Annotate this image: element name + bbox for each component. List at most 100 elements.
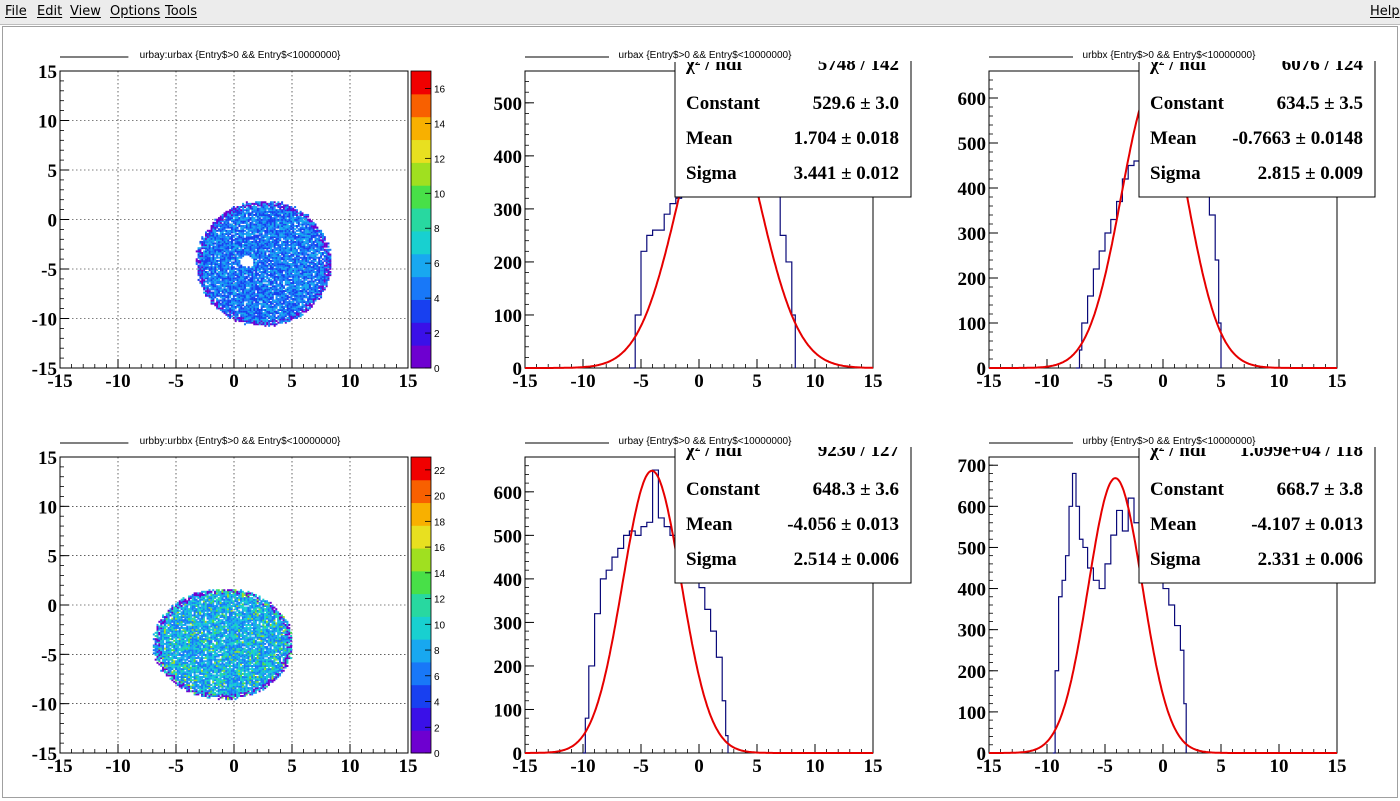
y-tick-label-4-3: 300 (494, 613, 523, 634)
colorbar-label-3-0: 22 (434, 466, 446, 477)
stats-label-4-2: Mean (686, 514, 733, 535)
x-tick-label-5-2: -5 (1097, 756, 1113, 777)
x-tick-label-5-5: 10 (1270, 756, 1289, 777)
y-tick-label-2-2: 400 (958, 179, 987, 200)
colorbar-segment-3-10 (411, 503, 431, 526)
colorbar-segment-3-0 (411, 730, 431, 753)
x-tick-label-4-1: -10 (570, 756, 595, 777)
menu-options[interactable]: Options (110, 4, 160, 19)
stats-label-1-2: Mean (686, 128, 733, 149)
y-tick-label-1-4: 100 (494, 306, 523, 327)
x-tick-label-1-6: 15 (864, 371, 883, 392)
x-tick-label-2-6: 15 (1328, 371, 1347, 392)
colorbar-label-3-7: 8 (434, 646, 440, 657)
stats-value-2-3: 2.815 ± 0.009 (1258, 163, 1363, 184)
stats-value-2-2: -0.7663 ± 0.0148 (1232, 128, 1363, 149)
y-tick-label-4-5: 100 (494, 700, 523, 721)
stats-value-2-1: 634.5 ± 3.5 (1277, 93, 1363, 114)
y-tick-label-0-2: 5 (48, 161, 58, 182)
colorbar-segment-3-2 (411, 685, 431, 708)
colorbar-segment-3-4 (411, 639, 431, 662)
stats-label-5-3: Sigma (1150, 549, 1201, 570)
x-tick-label-1-4: 5 (752, 371, 762, 392)
menu-view[interactable]: View (70, 4, 101, 19)
menu-bar: File Edit View Options Tools Help (0, 0, 1400, 25)
y-tick-label-5-7: 0 (977, 744, 987, 765)
y-tick-label-1-5: 0 (513, 359, 523, 380)
x-tick-label-0-6: 15 (399, 371, 418, 392)
colorbar-segment-3-9 (411, 525, 431, 548)
x-tick-label-4-4: 5 (752, 756, 762, 777)
x-tick-label-1-2: -5 (633, 371, 649, 392)
colorbar-label-0-6: 4 (434, 294, 440, 305)
colorbar-label-3-8: 6 (434, 672, 440, 683)
menu-help[interactable]: Help (1370, 4, 1400, 19)
pad-title-0: urbay:urbax {Entry$>0 && Entry$<10000000… (140, 50, 341, 61)
x-tick-label-3-1: -10 (105, 756, 130, 777)
pad-title-2: urbbx {Entry$>0 && Entry$<10000000} (1083, 50, 1257, 61)
pad-title-4: urbay {Entry$>0 && Entry$<10000000} (619, 436, 793, 447)
colorbar-segment-3-12 (411, 457, 431, 480)
colorbar-segment-0-2 (411, 299, 431, 322)
y-tick-label-1-0: 500 (494, 94, 523, 115)
colorbar-segment-0-4 (411, 254, 431, 277)
colorbar-label-3-6: 10 (434, 620, 446, 631)
stats-value-5-2: -4.107 ± 0.013 (1251, 514, 1363, 535)
x-tick-label-1-1: -10 (570, 371, 595, 392)
x-tick-label-2-1: -10 (1034, 371, 1059, 392)
colorbar-label-3-3: 16 (434, 543, 446, 554)
colorbar-segment-3-5 (411, 616, 431, 639)
stats-value-5-3: 2.331 ± 0.006 (1258, 549, 1363, 570)
menu-tools[interactable]: Tools (165, 4, 197, 19)
stats-label-1-1: Constant (686, 93, 761, 114)
colorbar-segment-0-11 (411, 94, 431, 117)
colorbar-label-3-1: 20 (434, 492, 446, 503)
x-tick-label-5-1: -10 (1034, 756, 1059, 777)
x-tick-label-3-6: 15 (399, 756, 418, 777)
colorbar-segment-3-6 (411, 594, 431, 617)
y-tick-label-0-6: -15 (32, 359, 57, 380)
x-tick-label-4-2: -5 (633, 756, 649, 777)
stats-value-1-1: 529.6 ± 3.0 (813, 93, 899, 114)
stats-label-2-1: Constant (1150, 93, 1225, 114)
y-tick-label-5-3: 400 (958, 580, 987, 601)
colorbar-segment-0-10 (411, 117, 431, 140)
y-tick-label-0-0: 15 (38, 62, 57, 83)
stats-label-1-3: Sigma (686, 163, 737, 184)
colorbar-label-3-10: 2 (434, 723, 440, 734)
stats-label-2-2: Mean (1150, 128, 1197, 149)
x-tick-label-0-5: 10 (341, 371, 360, 392)
y-tick-label-3-3: 0 (48, 596, 58, 617)
y-tick-label-4-0: 600 (494, 483, 523, 504)
menu-edit[interactable]: Edit (37, 4, 62, 19)
colorbar-label-0-5: 6 (434, 259, 440, 270)
y-tick-label-3-0: 15 (38, 448, 57, 469)
y-tick-label-3-5: -10 (32, 695, 57, 716)
colorbar-label-3-11: 0 (434, 749, 440, 760)
pad-title-5: urbby {Entry$>0 && Entry$<10000000} (1083, 436, 1257, 447)
y-tick-label-3-2: 5 (48, 547, 58, 568)
x-tick-label-0-4: 5 (287, 371, 297, 392)
x-tick-label-4-3: 0 (694, 756, 704, 777)
y-tick-label-4-1: 500 (494, 526, 523, 547)
colorbar-label-0-4: 8 (434, 224, 440, 235)
menu-file[interactable]: File (5, 4, 27, 19)
x-tick-label-3-5: 10 (341, 756, 360, 777)
stats-label-5-2: Mean (1150, 514, 1197, 535)
y-tick-label-5-2: 500 (958, 538, 987, 559)
stats-value-1-3: 3.441 ± 0.012 (794, 163, 899, 184)
y-tick-label-5-5: 200 (958, 662, 987, 683)
colorbar-segment-0-7 (411, 185, 431, 208)
colorbar-segment-0-0 (411, 345, 431, 368)
colorbar-segment-0-1 (411, 322, 431, 345)
x-tick-label-2-2: -5 (1097, 371, 1113, 392)
y-tick-label-3-4: -5 (41, 645, 57, 666)
y-tick-label-1-2: 300 (494, 200, 523, 221)
colorbar-label-0-0: 16 (434, 84, 446, 95)
stats-label-4-3: Sigma (686, 549, 737, 570)
stats-label-5-1: Constant (1150, 479, 1225, 500)
